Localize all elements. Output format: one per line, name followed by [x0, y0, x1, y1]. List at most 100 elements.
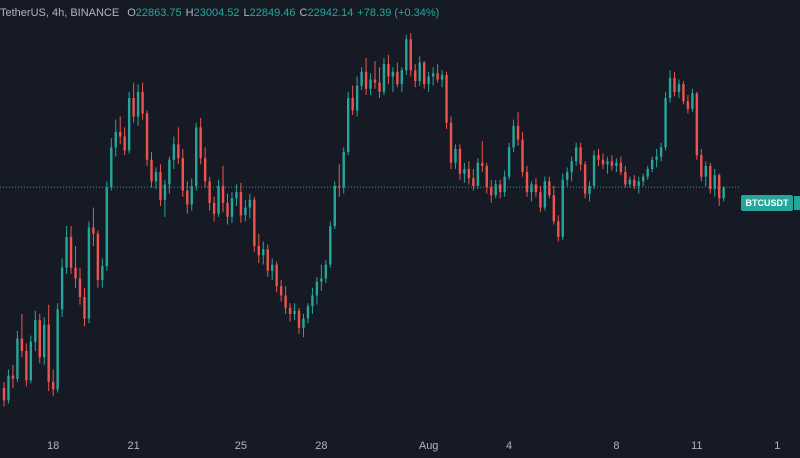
candle[interactable] — [373, 61, 377, 89]
candle[interactable] — [539, 185, 542, 213]
candle[interactable] — [315, 276, 319, 305]
candle[interactable] — [503, 170, 506, 197]
candle[interactable] — [190, 178, 193, 211]
candle[interactable] — [302, 313, 305, 338]
candle[interactable] — [659, 142, 663, 162]
candle[interactable] — [2, 381, 6, 407]
candle[interactable] — [346, 91, 350, 156]
candle[interactable] — [43, 317, 46, 365]
candle[interactable] — [574, 142, 578, 166]
candle[interactable] — [360, 67, 363, 91]
candle[interactable] — [624, 165, 627, 188]
candle[interactable] — [431, 67, 435, 86]
candle[interactable] — [592, 150, 596, 190]
candle[interactable] — [101, 258, 104, 288]
candle[interactable] — [405, 34, 408, 75]
candle[interactable] — [722, 185, 725, 202]
candle[interactable] — [619, 156, 623, 176]
candle[interactable] — [713, 168, 716, 197]
candle[interactable] — [306, 303, 310, 324]
candle[interactable] — [601, 153, 605, 169]
candle[interactable] — [686, 94, 690, 114]
candle[interactable] — [311, 287, 314, 314]
candle[interactable] — [718, 173, 721, 206]
candle[interactable] — [248, 193, 252, 219]
candle[interactable] — [7, 369, 10, 404]
candle[interactable] — [458, 144, 462, 180]
candle[interactable] — [172, 136, 176, 169]
candle[interactable] — [230, 192, 234, 223]
candle[interactable] — [25, 343, 28, 387]
candle[interactable] — [646, 165, 649, 180]
candle[interactable] — [136, 84, 140, 126]
candle[interactable] — [507, 142, 511, 180]
candle[interactable] — [642, 173, 645, 186]
candle[interactable] — [472, 168, 475, 191]
candle[interactable] — [47, 304, 50, 392]
candle[interactable] — [570, 156, 573, 182]
candle[interactable] — [557, 215, 560, 242]
candle[interactable] — [78, 267, 82, 305]
candle[interactable] — [637, 176, 640, 194]
candle[interactable] — [677, 79, 681, 99]
candle[interactable] — [650, 156, 654, 173]
candle[interactable] — [320, 264, 323, 291]
candle[interactable] — [342, 147, 345, 194]
candle[interactable] — [682, 81, 685, 105]
candle[interactable] — [498, 179, 502, 199]
candle[interactable] — [481, 141, 484, 173]
candle[interactable] — [691, 88, 694, 112]
candle[interactable] — [119, 116, 122, 145]
candle[interactable] — [521, 131, 524, 177]
candle[interactable] — [217, 179, 220, 217]
candle[interactable] — [60, 258, 64, 318]
candle[interactable] — [700, 148, 703, 182]
candle[interactable] — [467, 161, 471, 185]
candle[interactable] — [463, 162, 466, 183]
candle[interactable] — [329, 221, 332, 268]
candle[interactable] — [20, 313, 24, 358]
candle[interactable] — [516, 111, 520, 146]
candle[interactable] — [83, 287, 86, 327]
candle[interactable] — [110, 138, 113, 191]
candle[interactable] — [181, 148, 184, 197]
candle[interactable] — [583, 161, 587, 199]
candle[interactable] — [284, 286, 287, 314]
candle[interactable] — [566, 167, 569, 186]
candle[interactable] — [105, 181, 109, 271]
candle[interactable] — [548, 176, 551, 199]
candle[interactable] — [51, 369, 55, 396]
candle[interactable] — [391, 67, 395, 92]
candle[interactable] — [253, 196, 256, 253]
candle[interactable] — [159, 164, 162, 206]
candle[interactable] — [597, 148, 600, 166]
candle[interactable] — [333, 181, 336, 230]
candle[interactable] — [709, 162, 712, 194]
candle[interactable] — [396, 62, 399, 88]
candle[interactable] — [400, 67, 404, 92]
candle[interactable] — [168, 156, 171, 194]
candle[interactable] — [534, 178, 538, 197]
candle[interactable] — [561, 173, 564, 240]
candle[interactable] — [56, 303, 59, 393]
candle[interactable] — [96, 230, 100, 288]
candle[interactable] — [69, 226, 73, 274]
candle[interactable] — [186, 181, 189, 214]
candle[interactable] — [244, 199, 247, 222]
candle[interactable] — [445, 71, 448, 129]
candle[interactable] — [494, 179, 497, 199]
candle[interactable] — [664, 91, 667, 151]
candle[interactable] — [606, 156, 609, 174]
candle[interactable] — [422, 61, 426, 89]
candle[interactable] — [387, 54, 390, 85]
candle[interactable] — [530, 181, 533, 202]
candle[interactable] — [235, 184, 238, 206]
candle[interactable] — [29, 335, 33, 384]
candle[interactable] — [203, 147, 207, 188]
candle[interactable] — [257, 233, 260, 264]
candle[interactable] — [221, 165, 225, 213]
candle[interactable] — [208, 176, 211, 211]
candle[interactable] — [673, 71, 676, 97]
candle[interactable] — [490, 179, 493, 203]
